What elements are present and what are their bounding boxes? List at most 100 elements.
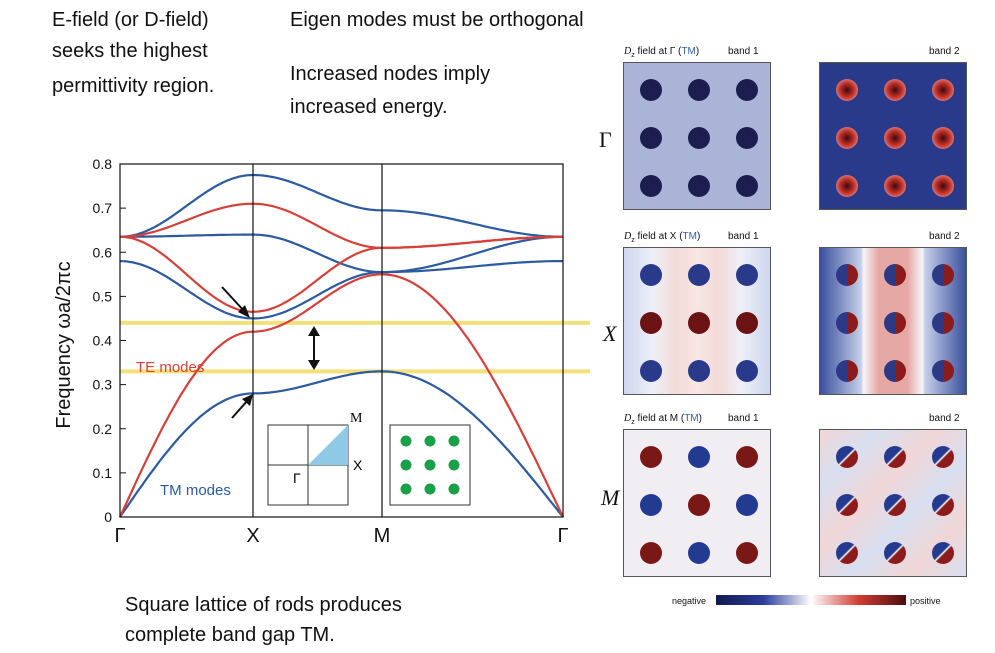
- band-1-label: band 1: [728, 46, 759, 57]
- field-rod: [932, 360, 954, 382]
- tm-label: TM: [682, 231, 697, 242]
- band-2-label: band 2: [929, 46, 960, 57]
- field-rod: [736, 360, 758, 382]
- te-band-3-line: [120, 202, 563, 249]
- arrow-gap-bottom: [231, 394, 253, 419]
- y-tick-label: 0.2: [93, 421, 113, 437]
- tm-band-1-line: [119, 370, 564, 518]
- field-rod: [640, 494, 662, 516]
- tm-label: TM: [684, 413, 699, 424]
- panel-title-paren: ): [695, 46, 700, 57]
- tm-band-3-line: [120, 233, 564, 274]
- field-rod: [836, 79, 858, 101]
- x-tick-label: Γ: [557, 525, 568, 547]
- field-rod: [836, 312, 858, 334]
- field-rod: [736, 175, 758, 197]
- field-rod: [688, 360, 710, 382]
- field-rod: [932, 446, 954, 468]
- panel-title-text: field at X (: [634, 231, 683, 242]
- field-panel-r2-band1: [623, 429, 771, 577]
- field-rod: [640, 264, 662, 286]
- field-rod: [932, 175, 954, 197]
- field-rod: [836, 446, 858, 468]
- field-rod: [688, 175, 710, 197]
- dz-symbol: D: [624, 231, 632, 242]
- y-tick-label: 0.3: [93, 377, 113, 393]
- note-eigen: Eigen modes must be orthogonal: [290, 9, 584, 31]
- inset-label-gamma: Γ: [293, 470, 301, 486]
- field-rod: [884, 494, 906, 516]
- lattice-rod: [400, 483, 412, 495]
- panel-title-paren: ): [698, 413, 702, 424]
- square-lattice-inset: [389, 424, 471, 506]
- field-rod: [688, 494, 710, 516]
- field-rod: [640, 127, 662, 149]
- panel-title-1: Dz field at X (TM): [624, 231, 700, 244]
- field-rod: [884, 360, 906, 382]
- band-gap-double-arrow: [308, 326, 320, 370]
- field-rod: [688, 79, 710, 101]
- field-rod: [640, 79, 662, 101]
- y-axis-label: Frequency ωa/2πc: [53, 261, 75, 428]
- lattice-rod: [448, 459, 460, 471]
- field-rod: [884, 446, 906, 468]
- field-rod: [932, 127, 954, 149]
- dz-symbol: D: [624, 413, 632, 424]
- tm-band-2-line: [119, 260, 563, 320]
- field-rod: [640, 446, 662, 468]
- field-rod: [640, 360, 662, 382]
- note-lattice-line1: Square lattice of rods produces: [125, 594, 402, 616]
- colorbar: [716, 595, 906, 605]
- tm-band-4-line: [119, 173, 563, 238]
- field-rod: [884, 175, 906, 197]
- field-rod: [688, 312, 710, 334]
- band-2-label: band 2: [929, 413, 960, 424]
- tm-modes-label: TM modes: [160, 482, 231, 499]
- y-tick-label: 0.8: [93, 156, 113, 172]
- field-rod: [836, 360, 858, 382]
- field-rod: [688, 264, 710, 286]
- field-rod: [640, 175, 662, 197]
- inset-label-x: X: [353, 457, 363, 473]
- band-2-label: band 2: [929, 231, 960, 242]
- te-modes-label: TE modes: [136, 359, 204, 376]
- panel-title-text: field at M (: [634, 413, 685, 424]
- arrow-gap-top: [221, 286, 250, 318]
- field-rod: [932, 542, 954, 564]
- field-rod: [736, 494, 758, 516]
- row-label-x: X: [603, 321, 617, 346]
- note-nodes-line2: increased energy.: [290, 96, 448, 118]
- lattice-rod: [424, 483, 436, 495]
- field-rod: [932, 312, 954, 334]
- field-rod: [932, 79, 954, 101]
- dz-symbol: D: [624, 46, 632, 57]
- panel-title-2: Dz field at M (TM): [624, 413, 702, 426]
- field-rod: [836, 127, 858, 149]
- lattice-rod: [424, 459, 436, 471]
- field-panel-r2-band2: [819, 429, 967, 577]
- lattice-rod: [400, 435, 412, 447]
- field-rod: [640, 312, 662, 334]
- te-band-1-line: [118, 273, 564, 518]
- note-nodes-line1: Increased nodes imply: [290, 63, 491, 85]
- field-rod: [688, 446, 710, 468]
- lattice-rod: [448, 435, 460, 447]
- colorbar-negative-label: negative: [672, 596, 707, 606]
- tm-label: TM: [681, 46, 696, 57]
- field-rod: [932, 494, 954, 516]
- field-rod: [836, 264, 858, 286]
- dz-subscript: z: [631, 52, 635, 59]
- field-rod: [736, 127, 758, 149]
- field-rod: [736, 264, 758, 286]
- lattice-rod: [400, 459, 412, 471]
- x-tick-label: Γ: [114, 525, 125, 547]
- field-rod: [736, 79, 758, 101]
- field-rod: [884, 312, 906, 334]
- y-tick-label: 0.4: [93, 333, 113, 349]
- field-panel-r1-band2: [819, 247, 967, 395]
- field-rod: [836, 175, 858, 197]
- row-label-m: M: [601, 485, 620, 510]
- field-rod: [884, 542, 906, 564]
- field-rod: [736, 446, 758, 468]
- note-efield-line3: permittivity region.: [52, 75, 215, 97]
